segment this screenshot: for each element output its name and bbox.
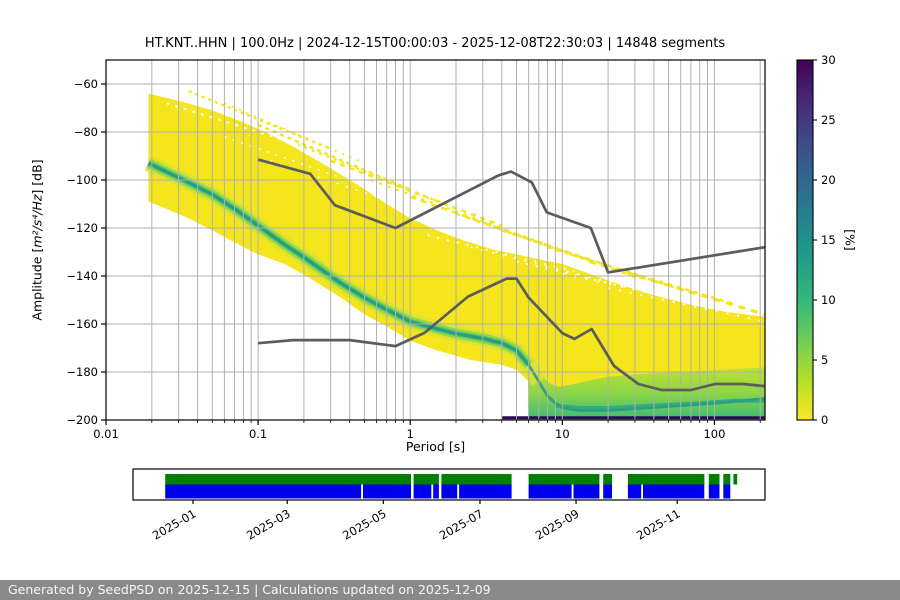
timeline-tick-label: 2025-03: [244, 506, 293, 542]
colorbar-label: [%]: [842, 229, 858, 251]
ppsd-outlier-speckle: [188, 90, 332, 150]
timeline-green-segment: [723, 474, 731, 485]
timeline-blue-segment: [627, 484, 642, 499]
colorbar-tick-label: 25: [821, 113, 836, 127]
timeline-blue-segment: [573, 484, 600, 499]
ppsd-ridge-core: [147, 161, 765, 412]
timeline-green-segment: [441, 474, 512, 485]
colorbar-tick-label: 5: [821, 353, 828, 367]
timeline-green-segment: [413, 474, 439, 485]
colorbar-tick-label: 0: [821, 413, 828, 427]
footer-bar: Generated by SeedPSD on 2025-12-15 | Cal…: [0, 580, 900, 600]
colorbar-tick-label: 10: [821, 293, 836, 307]
x-tick-label: 1: [407, 427, 414, 441]
timeline-green-segment: [165, 474, 411, 485]
ppsd-outlier-speckle: [330, 159, 503, 227]
colorbar-gradient-bar: [797, 60, 813, 420]
colorbar-tick-label: 20: [821, 173, 836, 187]
ppsd-cloud: [148, 93, 765, 418]
footer-text: Generated by SeedPSD on 2025-12-15 | Cal…: [8, 582, 491, 597]
timeline-green-segment: [733, 474, 738, 485]
timeline-blue-segment: [708, 484, 720, 499]
y-tick-label: −120: [66, 221, 98, 235]
ppsd-hole-speckle: [516, 260, 681, 301]
chart-title: HT.KNT..HHN | 100.0Hz | 2024-12-15T00:00…: [144, 36, 726, 51]
axes-spines: [105, 59, 766, 421]
y-tick-label: −80: [74, 125, 98, 139]
ppsd-outlier-speckle: [257, 123, 411, 191]
y-tick-label: −60: [74, 77, 98, 91]
timeline-tick-label: 2025-11: [634, 506, 683, 542]
timeline-blue-segment: [723, 484, 731, 499]
colorbar-tick-label: 15: [821, 233, 836, 247]
timeline-tick-label: 2025-09: [533, 506, 582, 542]
timeline-green-segment: [603, 474, 612, 485]
x-axis-label: Period [s]: [405, 439, 466, 454]
axis-tick-labels: 0.01 0.1 1 10 100 −60 −80 −100 −120 −140 −160 −180 −…: [66, 77, 725, 441]
y-tick-label: −140: [66, 269, 98, 283]
timeline-tick-label: 2025-07: [437, 506, 486, 542]
timeline-blue-segment: [165, 484, 362, 499]
colorbar-tick-label: 30: [821, 53, 836, 67]
ppsd-plot-area: [144, 90, 765, 420]
timeline-blue-segment: [433, 484, 439, 499]
x-tick-label: 10: [555, 427, 570, 441]
timeline-blue-segment: [459, 484, 512, 499]
y-tick-label: −160: [66, 317, 98, 331]
x-tick-label: 100: [703, 427, 725, 441]
timeline-blue-segment: [528, 484, 572, 499]
x-tick-label: 0.1: [249, 427, 267, 441]
ppsd-outlier-speckle: [224, 102, 365, 165]
timeline-tick-label: 2025-01: [150, 506, 199, 542]
timeline-green-segment: [627, 474, 705, 485]
ppsd-hole-speckle: [607, 287, 765, 323]
axis-ticks: [101, 83, 761, 425]
ppsd-hole-speckle: [470, 246, 624, 287]
timeline-tick-label: 2025-05: [340, 506, 389, 542]
timeline-blue-segment: [413, 484, 432, 499]
timeline-blue-segment: [603, 484, 612, 499]
noise-model-low-line: [257, 277, 766, 392]
y-tick-label: −200: [66, 413, 98, 427]
ppsd-hole-speckle: [166, 102, 305, 148]
grid-lines: [105, 60, 765, 420]
timeline-blue-segment: [363, 484, 411, 499]
timeline-green-segment: [528, 474, 600, 485]
noise-model-high-line: [257, 158, 766, 274]
timeline-blue-segment: [441, 484, 458, 499]
x-tick-label: 0.01: [93, 427, 119, 441]
y-tick-label: −180: [66, 365, 98, 379]
timeline-green-segment: [708, 474, 720, 485]
y-tick-label: −100: [66, 173, 98, 187]
timeline-blue-segment: [643, 484, 705, 499]
